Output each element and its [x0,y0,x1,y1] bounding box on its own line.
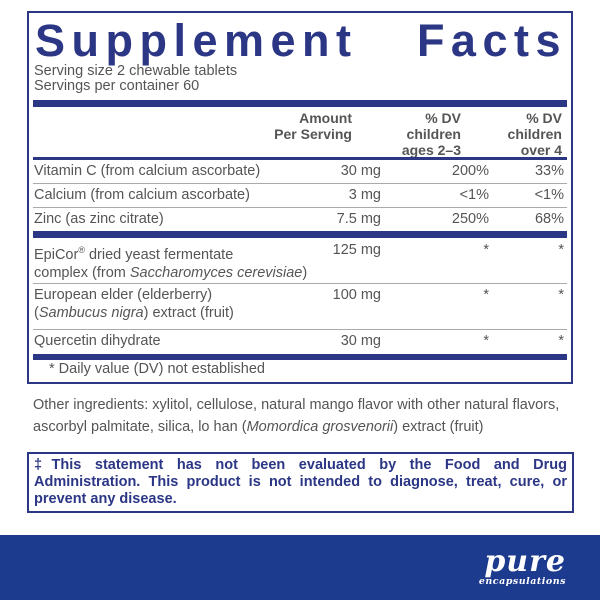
header-dv-children-2-3: % DV children ages 2–3 [402,110,461,158]
dv-2-3: * [483,287,489,303]
title-word: Supplement [35,15,358,66]
species-name: Saccharomyces cerevisiae [129,264,303,281]
ingredient-name: Quercetin dihydrate [34,333,161,349]
dv-over-4: * [558,242,564,258]
divider-medium [33,157,567,160]
brand-name: pure [484,544,566,579]
header-dv-children-over-4: % DV children over 4 [508,110,562,158]
ingredient-name: European elder (elderberry) (Sambucus nig… [34,286,234,322]
species-name: Momordica grosvenorii [246,419,394,435]
header-line: children [507,126,562,142]
amount: 3 mg [348,187,381,203]
dv-2-3: * [483,333,489,349]
dv-footnote: * Daily value (DV) not established [49,361,265,377]
nutrient-name: Zinc (as zinc citrate) [34,211,164,227]
header-line: ages 2–3 [401,142,461,158]
nutrient-name: Calcium (from calcium ascorbate) [34,187,250,203]
amount: 30 mg [340,163,381,179]
divider [33,283,567,284]
text-part: ) extract (fruit) [393,419,484,435]
header-line: % DV [526,110,562,126]
dv-2-3: 200% [451,163,489,179]
divider [33,207,567,208]
text-part: Other ingredients: xylitol, cellulose, n… [33,397,560,435]
name-part: ) [302,264,308,281]
amount: 30 mg [340,333,381,349]
serving-size: Serving size 2 chewable tablets [34,63,238,79]
table-row: European elder (elderberry) (Sambucus nig… [34,286,564,326]
fda-disclaimer: ‡This statement has not been evaluated b… [27,452,574,513]
dv-2-3: * [483,242,489,258]
name-part: complex (from [34,264,130,281]
name-part: European elder (elderberry) [34,287,213,303]
header-line: over 4 [520,142,562,158]
name-part: ) extract (fruit) [143,305,234,321]
name-part: ( [34,305,39,321]
dv-over-4: 33% [534,163,564,179]
divider-thick [33,231,567,238]
header-line: children [406,126,461,142]
dv-over-4: 68% [534,211,564,227]
amount: 125 mg [332,242,381,258]
header-line: Amount [299,110,352,126]
registered-mark: ® [78,245,85,255]
dv-2-3: <1% [459,187,489,203]
panel-title: Supplement Facts [35,15,567,67]
ingredient-name: EpiCor® dried yeast fermentate complex (f… [34,241,307,282]
serving-info: Serving size 2 chewable tablets Servings… [34,64,237,94]
header-line: % DV [425,110,461,126]
amount: 7.5 mg [336,211,381,227]
dv-over-4: <1% [534,187,564,203]
header-amount: Amount Per Serving [274,110,352,142]
divider [33,329,567,330]
brand-footer: pure encapsulations [0,535,600,600]
brand-logo: pure encapsulations [478,544,566,588]
name-part: EpiCor [34,246,79,263]
dv-over-4: * [558,287,564,303]
supplement-facts-panel: Supplement Facts Serving size 2 chewable… [27,11,573,384]
brand-subname: encapsulations [478,576,566,587]
name-part: dried yeast fermentate [84,246,234,263]
header-line: Per Serving [274,126,352,142]
amount: 100 mg [332,287,381,303]
divider [33,183,567,184]
nutrient-name: Vitamin C (from calcium ascorbate) [34,163,261,179]
other-ingredients: Other ingredients: xylitol, cellulose, n… [33,394,563,438]
dv-over-4: * [558,333,564,349]
species-name: Sambucus nigra [38,305,144,321]
servings-per-container: Servings per container 60 [34,78,200,94]
table-row: EpiCor® dried yeast fermentate complex (f… [34,241,564,281]
divider-thick [33,354,567,360]
dv-2-3: 250% [451,211,489,227]
divider-thick [33,100,567,107]
title-word: Facts [416,15,567,66]
